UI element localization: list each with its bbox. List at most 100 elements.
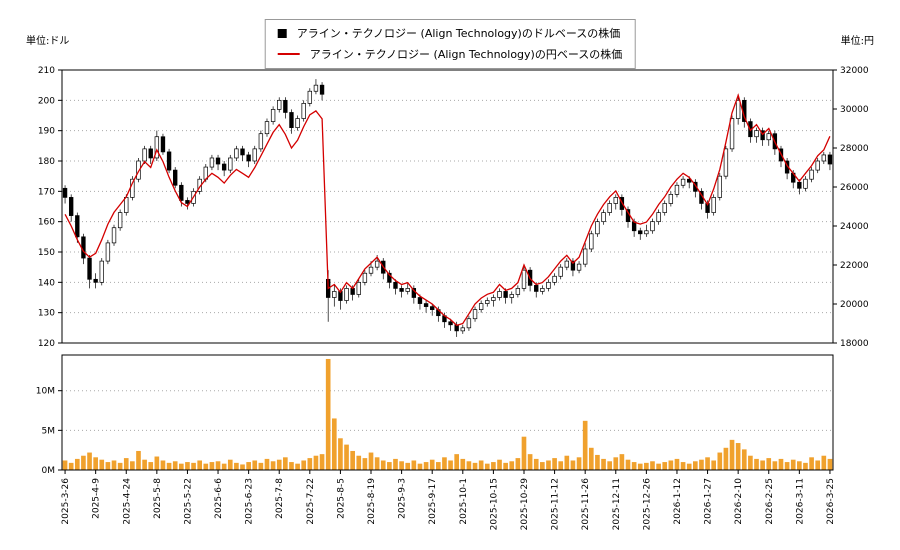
volume-bar bbox=[338, 438, 343, 470]
candle bbox=[534, 285, 539, 292]
volume-bar bbox=[497, 459, 502, 470]
candle bbox=[448, 321, 453, 326]
candle bbox=[680, 178, 686, 186]
volume-bar bbox=[662, 462, 668, 470]
candle bbox=[154, 136, 160, 159]
right-axis-tick-label: 30000 bbox=[840, 105, 869, 115]
candle bbox=[564, 260, 570, 268]
candle bbox=[368, 266, 374, 274]
x-axis-date-label: 2026-3-25 bbox=[826, 478, 836, 525]
candle bbox=[209, 157, 215, 168]
candle bbox=[124, 197, 129, 213]
jpy-price-line bbox=[64, 93, 831, 327]
volume-bar bbox=[803, 462, 808, 470]
volume-bar bbox=[356, 455, 362, 470]
candle bbox=[387, 272, 392, 283]
volume-bar bbox=[686, 463, 692, 470]
candle bbox=[179, 184, 184, 201]
x-axis-date-label: 2025-10-29 bbox=[520, 478, 530, 531]
volume-bar bbox=[362, 458, 368, 470]
x-axis-date-label: 2025-11-12 bbox=[551, 478, 561, 530]
volume-bar bbox=[521, 436, 527, 470]
x-axis-date-label: 2025-5-8 bbox=[153, 478, 163, 519]
candle bbox=[313, 84, 319, 92]
candle bbox=[693, 181, 698, 192]
volume-bar bbox=[417, 463, 423, 470]
x-axis-date-label: 2025-11-26 bbox=[581, 478, 591, 531]
volume-bar bbox=[154, 456, 160, 470]
candle bbox=[821, 154, 827, 162]
candle bbox=[393, 281, 398, 289]
volume-bar bbox=[570, 460, 576, 470]
right-axis-tick-label: 18000 bbox=[840, 339, 869, 349]
candle bbox=[75, 215, 80, 238]
volume-bar bbox=[123, 458, 129, 470]
x-axis-date-label: 2025-8-5 bbox=[336, 478, 346, 519]
volume-bar bbox=[564, 455, 570, 470]
volume-bar bbox=[227, 459, 233, 470]
x-axis-date-label: 2026-2-10 bbox=[734, 478, 744, 525]
volume-bar bbox=[668, 460, 674, 470]
volume-bar bbox=[466, 461, 472, 470]
candle bbox=[711, 197, 716, 213]
left-axis-unit-label: 単位:ドル bbox=[26, 36, 70, 47]
volume-bar bbox=[166, 462, 172, 470]
volume-bar bbox=[595, 454, 600, 470]
candle bbox=[374, 260, 380, 268]
volume-bar bbox=[693, 461, 698, 470]
candle bbox=[540, 288, 545, 292]
volume-bar bbox=[478, 460, 484, 470]
candle bbox=[760, 130, 765, 141]
x-axis-date-label: 2026-3-11 bbox=[795, 478, 805, 525]
candle bbox=[558, 266, 563, 277]
candle bbox=[136, 160, 141, 180]
volume-bar bbox=[283, 457, 288, 470]
volume-bar bbox=[821, 455, 827, 470]
candle bbox=[173, 169, 178, 186]
candle bbox=[589, 233, 594, 250]
volume-bar bbox=[491, 462, 496, 470]
volume-bar bbox=[185, 462, 190, 470]
volume-axis-tick-label: 0M bbox=[42, 466, 56, 476]
volume-bar bbox=[203, 463, 209, 470]
candle bbox=[417, 297, 423, 304]
candle bbox=[160, 136, 166, 153]
candle bbox=[234, 148, 239, 159]
volume-bar bbox=[735, 443, 741, 470]
volume-bar bbox=[644, 462, 649, 470]
candlesticks bbox=[62, 79, 833, 337]
volume-bar bbox=[429, 459, 435, 470]
right-axis-tick-label: 32000 bbox=[840, 66, 869, 76]
candle bbox=[68, 197, 74, 216]
x-axis-date-label: 2025-8-19 bbox=[367, 478, 377, 525]
volume-bar bbox=[264, 458, 270, 470]
volume-bar bbox=[637, 463, 643, 470]
volume-bar bbox=[197, 460, 202, 470]
volume-bar bbox=[93, 457, 98, 470]
candle bbox=[356, 281, 361, 295]
candle bbox=[142, 148, 147, 162]
volume-bar bbox=[472, 462, 478, 470]
volume-plot-frame bbox=[61, 354, 834, 471]
candle bbox=[399, 288, 404, 292]
volume-bar bbox=[221, 463, 227, 470]
x-axis-date-label: 2025-12-26 bbox=[642, 478, 652, 531]
candle bbox=[815, 160, 820, 171]
candle bbox=[521, 269, 527, 289]
volume-bar bbox=[576, 457, 582, 470]
volume-axis-tick-label: 5M bbox=[42, 426, 56, 436]
candle bbox=[503, 291, 508, 298]
volume-bar bbox=[815, 460, 821, 470]
volume-bar bbox=[809, 457, 814, 470]
left-axis-tick-label: 200 bbox=[38, 96, 55, 106]
candle bbox=[405, 288, 410, 292]
volume-bar bbox=[350, 450, 355, 470]
x-axis-date-label: 2025-7-22 bbox=[306, 478, 316, 525]
candle bbox=[111, 227, 117, 244]
volume-bar bbox=[705, 457, 710, 470]
volume-bar bbox=[527, 454, 533, 470]
candle bbox=[656, 212, 661, 223]
candle bbox=[430, 306, 435, 310]
